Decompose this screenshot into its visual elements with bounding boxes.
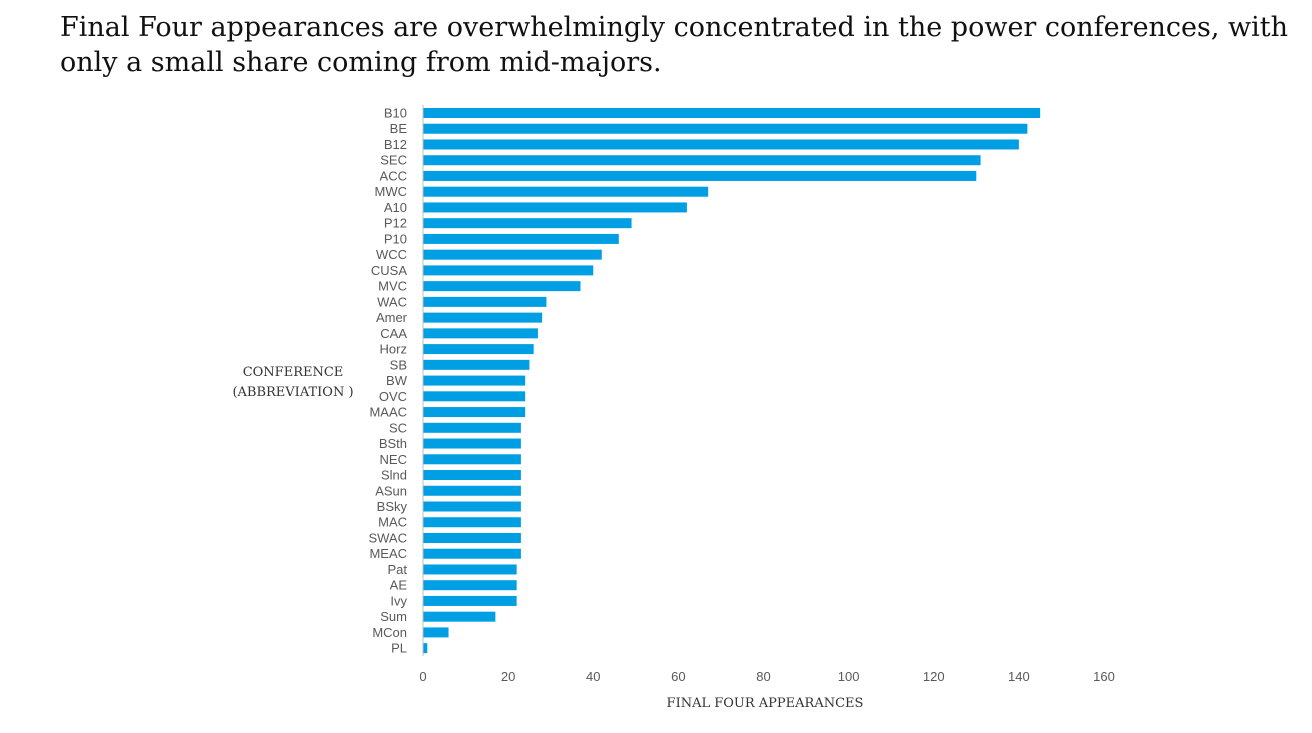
bar-pat — [423, 564, 517, 575]
x-tick-140: 140 — [1008, 669, 1030, 684]
bar-sb — [423, 359, 530, 370]
bars-group — [423, 108, 1041, 654]
y-axis-title-line1: CONFERENCE — [243, 365, 344, 380]
bar-maac — [423, 407, 526, 418]
x-tick-40: 40 — [586, 669, 600, 684]
bar-a10 — [423, 202, 687, 213]
bar-mac — [423, 517, 521, 528]
category-label-pl: PL — [391, 641, 407, 656]
category-label-bw: BW — [386, 373, 408, 388]
category-label-bsth: BSth — [379, 436, 407, 451]
bar-mvc — [423, 281, 581, 292]
category-label-caa: CAA — [380, 326, 407, 341]
bar-mwc — [423, 186, 709, 197]
bar-asun — [423, 485, 521, 496]
bar-bw — [423, 375, 526, 386]
category-label-swac: SWAC — [368, 530, 407, 545]
x-tick-80: 80 — [756, 669, 770, 684]
bar-sum — [423, 611, 496, 622]
category-label-mcon: MCon — [372, 625, 407, 640]
bar-caa — [423, 328, 538, 339]
category-label-p10: P10 — [384, 231, 407, 246]
bar-sc — [423, 422, 521, 433]
category-label-sec: SEC — [380, 153, 407, 168]
x-tick-120: 120 — [923, 669, 945, 684]
bar-wac — [423, 296, 547, 307]
category-label-amer: Amer — [376, 310, 408, 325]
bar-wcc — [423, 249, 602, 260]
bar-amer — [423, 312, 543, 323]
bar-bsth — [423, 438, 521, 449]
category-labels: B10BEB12SECACCMWCA10P12P10WCCCUSAMVCWACA… — [368, 106, 407, 656]
category-label-meac: MEAC — [369, 546, 407, 561]
category-label-sum: Sum — [380, 609, 407, 624]
category-label-ae: AE — [390, 578, 408, 593]
bar-ivy — [423, 595, 517, 606]
category-label-mac: MAC — [378, 515, 407, 530]
bar-horz — [423, 344, 534, 355]
category-label-cusa: CUSA — [371, 263, 407, 278]
category-label-a10: A10 — [384, 200, 407, 215]
category-label-p12: P12 — [384, 216, 407, 231]
category-label-wcc: WCC — [376, 247, 407, 262]
bar-mcon — [423, 627, 449, 638]
bar-ae — [423, 580, 517, 591]
x-axis-title: FINAL FOUR APPEARANCES — [667, 696, 864, 711]
category-label-sb: SB — [390, 357, 407, 372]
bar-be — [423, 123, 1028, 134]
category-label-horz: Horz — [380, 342, 407, 357]
bar-nec — [423, 454, 521, 465]
category-label-maac: MAAC — [369, 405, 407, 420]
bar-ovc — [423, 391, 526, 402]
x-tick-100: 100 — [838, 669, 860, 684]
category-label-asun: ASun — [375, 483, 407, 498]
category-label-slnd: Slnd — [381, 468, 407, 483]
category-label-ivy: Ivy — [390, 593, 407, 608]
category-label-b10: B10 — [384, 106, 407, 121]
bar-meac — [423, 548, 521, 559]
bar-cusa — [423, 265, 594, 276]
bar-p10 — [423, 233, 619, 244]
bar-bsky — [423, 501, 521, 512]
y-axis-title-line2: (ABBREVIATION ) — [232, 385, 353, 400]
category-label-mwc: MWC — [375, 184, 408, 199]
bar-b12 — [423, 139, 1019, 150]
category-label-b12: B12 — [384, 137, 407, 152]
category-label-mvc: MVC — [378, 279, 407, 294]
category-label-pat: Pat — [387, 562, 407, 577]
bar-pl — [423, 643, 428, 654]
x-tick-0: 0 — [419, 669, 426, 684]
chart-headline: Final Four appearances are overwhelmingl… — [60, 12, 1289, 78]
bar-slnd — [423, 470, 521, 481]
bar-swac — [423, 532, 521, 543]
category-label-nec: NEC — [380, 452, 407, 467]
bar-b10 — [423, 108, 1041, 118]
bar-sec — [423, 155, 981, 166]
x-tick-20: 20 — [501, 669, 515, 684]
category-label-be: BE — [390, 121, 408, 136]
x-tick-60: 60 — [671, 669, 685, 684]
category-label-wac: WAC — [377, 294, 407, 309]
category-label-sc: SC — [389, 420, 407, 435]
category-label-ovc: OVC — [379, 389, 407, 404]
bar-p12 — [423, 218, 632, 229]
category-label-acc: ACC — [380, 168, 407, 183]
x-tick-160: 160 — [1093, 669, 1115, 684]
category-label-bsky: BSky — [377, 499, 408, 514]
x-tick-labels: 0 20 40 60 80 100 120 140 160 — [419, 669, 1114, 684]
bar-acc — [423, 170, 977, 181]
